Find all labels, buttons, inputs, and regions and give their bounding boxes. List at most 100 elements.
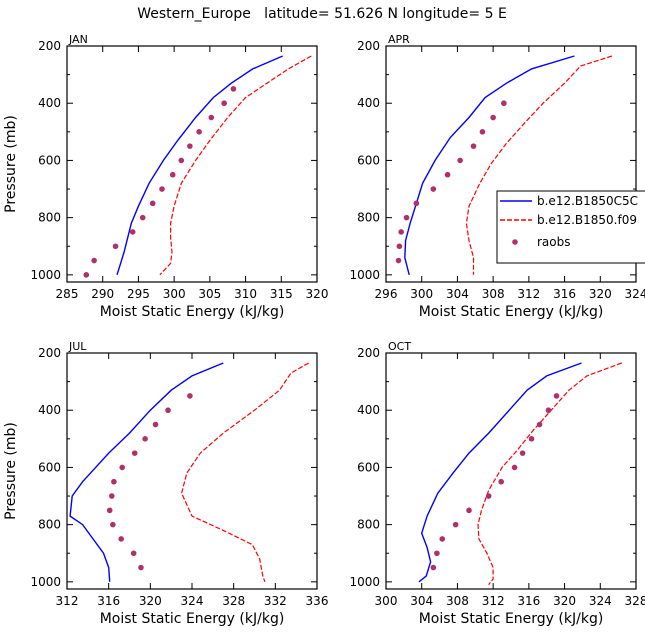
raobs-point [403, 214, 410, 221]
y-tick-label: 800 [38, 518, 61, 532]
x-tick-label: 320 [589, 287, 612, 301]
panel-title: APR [388, 33, 410, 46]
raobs-point [149, 200, 156, 207]
raobs-point [83, 272, 90, 278]
raobs-point [139, 214, 146, 221]
y-tick-label: 800 [38, 211, 61, 225]
x-tick-label: 336 [306, 594, 329, 608]
panels: 285 290 295 300 305 310 315 320 200 400 600 800 1000… [3, 33, 645, 627]
raobs-point [553, 393, 560, 399]
legend-label: b.e12.B1850C5C [537, 194, 638, 208]
series-line-c5c [69, 362, 224, 582]
raobs-point [470, 143, 477, 149]
raobs-point [129, 229, 136, 235]
raobs-point [178, 157, 185, 164]
raobs-point [452, 521, 459, 528]
y-tick-label: 600 [357, 460, 380, 474]
raobs-point [196, 129, 202, 135]
raobs-point [110, 521, 116, 528]
data-area [69, 362, 309, 583]
legend: b.e12.B1850C5C b.e12.B1850.f09 raobs [496, 190, 645, 264]
x-tick-label: 304 [410, 594, 433, 608]
x-tick-label: 312 [56, 594, 79, 608]
raobs-point [528, 436, 535, 442]
raobs-point [430, 186, 437, 192]
x-tick-label: 300 [410, 287, 433, 301]
series-line-f09 [159, 55, 312, 276]
panel-title: OCT [388, 340, 411, 353]
raobs-point [169, 171, 176, 178]
x-tick-label: 320 [553, 594, 576, 608]
x-tick-label: 316 [553, 287, 576, 301]
x-axis-label: Moist Static Energy (kJ/kg) [419, 611, 604, 627]
raobs-point [131, 450, 138, 456]
raobs-point [519, 450, 526, 456]
raobs-point [457, 157, 463, 164]
panel-apr: 296 300 304 308 312 316 320 324 200 400 600 800 1000… [349, 33, 645, 320]
x-tick-label: 320 [139, 594, 162, 608]
raobs-point [187, 393, 193, 399]
y-tick-label: 1000 [349, 575, 380, 589]
raobs-point [430, 564, 437, 571]
y-tick-label: 200 [357, 346, 380, 360]
legend-label: b.e12.B1850.f09 [537, 213, 637, 227]
panel-title: JUL [68, 340, 87, 353]
raobs-point [485, 493, 492, 499]
x-tick-label: 324 [625, 287, 645, 301]
raobs-point [413, 200, 420, 207]
x-axis-label: Moist Static Energy (kJ/kg) [100, 611, 285, 627]
x-tick-label: 312 [517, 287, 540, 301]
series-line-f09 [477, 362, 622, 586]
x-tick-label: 304 [446, 287, 469, 301]
y-tick-label: 200 [357, 39, 380, 53]
raobs-point [130, 550, 137, 557]
x-tick-label: 328 [625, 594, 645, 608]
raobs-point [490, 114, 496, 121]
x-tick-label: 315 [270, 287, 293, 301]
y-tick-label: 400 [38, 96, 61, 110]
x-axis-label: Moist Static Energy (kJ/kg) [419, 304, 604, 320]
data-area [418, 362, 622, 586]
y-tick-label: 400 [357, 96, 380, 110]
raobs-point [545, 407, 552, 414]
panel-title: JAN [68, 33, 88, 46]
y-tick-label: 600 [38, 153, 61, 167]
y-tick-label: 400 [357, 403, 380, 417]
series-line-f09 [465, 55, 613, 275]
series-line-c5c [116, 55, 283, 276]
x-tick-label: 300 [375, 594, 398, 608]
legend-box [496, 190, 645, 264]
y-tick-label: 200 [38, 39, 61, 53]
figure-title: Western_Europe latitude= 51.626 N longit… [137, 6, 507, 22]
x-tick-label: 312 [482, 594, 505, 608]
x-tick-label: 328 [222, 594, 245, 608]
x-tick-label: 296 [375, 287, 398, 301]
raobs-point [142, 436, 148, 442]
raobs-point [159, 186, 165, 192]
raobs-point [444, 171, 451, 178]
panel-jul: 312 316 320 324 328 332 336 200 400 600 800 1000 JUL… [3, 340, 328, 627]
raobs-point [91, 257, 97, 264]
raobs-point [395, 257, 402, 264]
x-tick-label: 310 [234, 287, 257, 301]
x-tick-label: 305 [198, 287, 221, 301]
raobs-point [165, 407, 171, 414]
raobs-point [396, 243, 403, 250]
raobs-point [221, 100, 227, 107]
raobs-point [138, 564, 144, 571]
raobs-point [119, 464, 126, 471]
raobs-point [208, 114, 215, 121]
raobs-point [230, 86, 237, 92]
raobs-point [434, 550, 440, 557]
y-tick-label: 1000 [349, 268, 380, 282]
raobs-point [511, 464, 518, 471]
plot-frame [385, 45, 637, 283]
x-tick-label: 316 [97, 594, 120, 608]
x-tick-label: 290 [91, 287, 114, 301]
series-line-c5c [418, 362, 582, 583]
x-tick-label: 332 [264, 594, 287, 608]
raobs-point [536, 421, 543, 428]
raobs-point [466, 507, 472, 514]
x-tick-label: 308 [482, 287, 505, 301]
